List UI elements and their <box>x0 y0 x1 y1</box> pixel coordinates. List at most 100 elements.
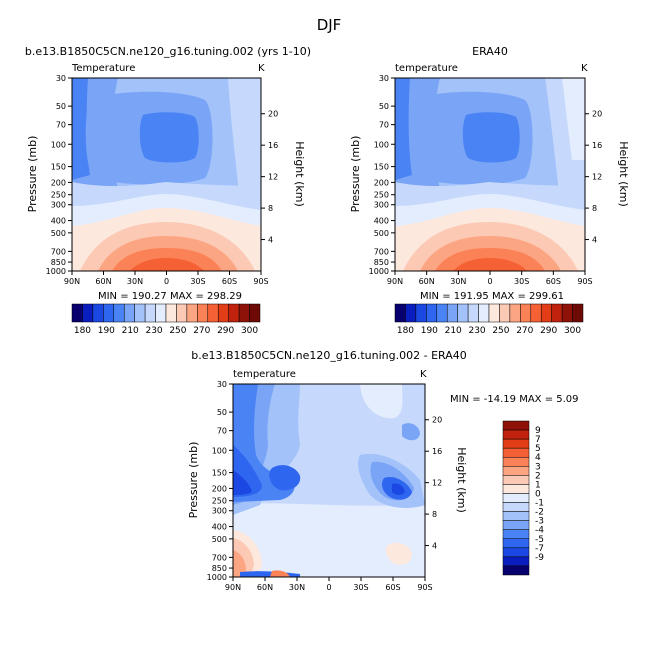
latitude-tick-label: 30S <box>514 277 529 286</box>
panel-obs-unit-label: K <box>581 63 588 74</box>
height-tick-label: 20 <box>268 110 278 119</box>
colorbar-swatch <box>503 484 529 493</box>
latitude-tick-label: 0 <box>326 583 331 592</box>
pressure-tick-label: 500 <box>212 535 227 544</box>
colorbar-swatch <box>503 421 529 430</box>
colorbar-label: -9 <box>535 553 544 563</box>
panel-model-right-axis-label: Height (km) <box>293 141 306 207</box>
pressure-tick-label: 50 <box>56 102 66 111</box>
colorbar-swatch <box>93 304 103 322</box>
colorbar-swatch <box>124 304 134 322</box>
pressure-tick-label: 30 <box>217 380 227 389</box>
latitude-tick-label: 90N <box>387 277 403 286</box>
colorbar-label: 270 <box>516 326 533 336</box>
colorbar-swatch <box>520 304 530 322</box>
field-band-coldest-core <box>140 112 199 162</box>
latitude-tick-label: 90N <box>225 583 241 592</box>
colorbar-swatch <box>187 304 197 322</box>
colorbar-swatch <box>229 304 239 322</box>
pressure-tick-label: 500 <box>374 229 389 238</box>
pressure-tick-label: 250 <box>374 191 389 200</box>
colorbar-swatch <box>468 304 478 322</box>
colorbar-label: 300 <box>564 326 581 336</box>
pressure-tick-label: 50 <box>379 102 389 111</box>
pressure-tick-label: 200 <box>212 484 227 493</box>
latitude-tick-label: 90S <box>577 277 592 286</box>
colorbar-label: 290 <box>217 326 234 336</box>
panel-obs-variable-label: temperature <box>395 63 458 74</box>
height-tick-label: 12 <box>592 173 602 182</box>
colorbar-swatch <box>166 304 176 322</box>
panel-model-y-axis-label: Pressure (mb) <box>26 136 39 213</box>
height-tick-label: 12 <box>432 479 442 488</box>
latitude-tick-label: 0 <box>487 277 492 286</box>
colorbar-swatch <box>250 304 260 322</box>
pressure-tick-label: 700 <box>51 247 66 256</box>
pressure-tick-label: 70 <box>217 427 227 436</box>
colorbar-swatch <box>114 304 124 322</box>
colorbar-swatch <box>503 539 529 548</box>
latitude-tick-label: 60N <box>257 583 273 592</box>
colorbar-swatch <box>239 304 249 322</box>
djf-temperature-figure: DJF b.e13.B1850C5CN.ne120_g16.tuning.002… <box>0 0 658 657</box>
colorbar-swatch <box>489 304 499 322</box>
panel-diff-stats: MIN = -14.19 MAX = 5.09 <box>450 394 579 405</box>
pressure-tick-label: 1000 <box>369 267 389 276</box>
field-band-coldest-core <box>463 112 520 162</box>
figure-title: DJF <box>317 16 342 34</box>
panel-model-unit-label: K <box>258 63 265 74</box>
colorbar-swatch <box>503 548 529 557</box>
height-tick-label: 8 <box>432 510 437 519</box>
colorbar-swatch <box>218 304 228 322</box>
panel-model: b.e13.B1850C5CN.ne120_g16.tuning.002 (yr… <box>25 45 311 302</box>
pressure-tick-label: 50 <box>217 408 227 417</box>
latitude-tick-label: 30S <box>353 583 368 592</box>
colorbar-swatch <box>156 304 166 322</box>
panel-model-variable-label: Temperature <box>71 63 135 74</box>
latitude-tick-label: 30N <box>127 277 143 286</box>
colorbar-model: 180 190 210 230 250 270 290 300 <box>72 304 260 336</box>
pressure-tick-label: 1000 <box>207 573 227 582</box>
colorbar-swatch <box>405 304 415 322</box>
pressure-tick-label: 150 <box>374 163 389 172</box>
panel-diff-field <box>233 384 425 577</box>
colorbar-swatch <box>503 457 529 466</box>
panel-model-field <box>72 78 261 271</box>
pressure-tick-label: 300 <box>212 507 227 516</box>
colorbar-swatch <box>82 304 92 322</box>
pressure-tick-label: 250 <box>51 191 66 200</box>
colorbar-swatch <box>503 448 529 457</box>
height-tick-label: 16 <box>592 141 602 150</box>
height-tick-label: 4 <box>432 542 437 551</box>
pressure-tick-label: 150 <box>212 469 227 478</box>
pressure-tick-label: 500 <box>51 229 66 238</box>
pressure-tick-label: 850 <box>212 564 227 573</box>
panel-diff-y-axis-label: Pressure (mb) <box>187 442 200 519</box>
pressure-tick-label: 200 <box>374 178 389 187</box>
colorbar-swatch <box>135 304 145 322</box>
panel-obs-right-axis-label: Height (km) <box>617 141 630 207</box>
height-tick-label: 4 <box>592 236 597 245</box>
colorbar-swatch <box>503 557 529 566</box>
colorbar-swatch <box>503 521 529 530</box>
height-tick-label: 20 <box>592 110 602 119</box>
height-tick-label: 8 <box>268 204 273 213</box>
colorbar-label: 190 <box>421 326 438 336</box>
panel-diff-unit-label: K <box>420 369 427 380</box>
latitude-tick-label: 30N <box>450 277 466 286</box>
colorbar-label: 190 <box>98 326 115 336</box>
latitude-tick-label: 30S <box>190 277 205 286</box>
panel-obs: ERA40 temperature K 30507010015020025030… <box>349 45 630 302</box>
latitude-tick-label: 30N <box>289 583 305 592</box>
latitude-tick-label: 90N <box>64 277 80 286</box>
panel-model-stats: MIN = 190.27 MAX = 298.29 <box>98 291 242 302</box>
pressure-tick-label: 700 <box>212 553 227 562</box>
pressure-tick-label: 400 <box>51 217 66 226</box>
panel-diff-right-axis-label: Height (km) <box>455 447 468 513</box>
pressure-tick-label: 1000 <box>46 267 66 276</box>
panel-obs-field <box>395 78 585 271</box>
pressure-tick-label: 200 <box>51 178 66 187</box>
height-tick-label: 20 <box>432 416 442 425</box>
colorbar-swatch <box>503 430 529 439</box>
pressure-tick-label: 250 <box>212 497 227 506</box>
